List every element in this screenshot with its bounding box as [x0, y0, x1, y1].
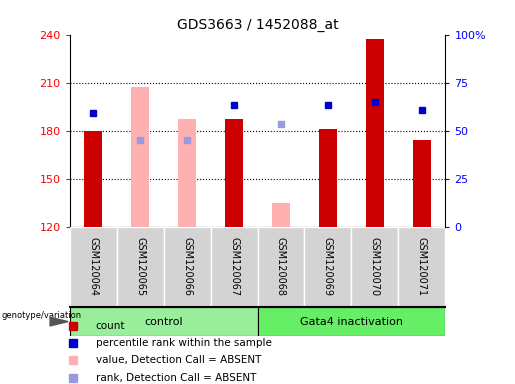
Text: percentile rank within the sample: percentile rank within the sample [96, 338, 271, 348]
Bar [352, 227, 399, 307]
Bar [116, 227, 164, 307]
Text: Gata4 inactivation: Gata4 inactivation [300, 316, 403, 327]
Text: GSM120069: GSM120069 [323, 237, 333, 296]
Text: rank, Detection Call = ABSENT: rank, Detection Call = ABSENT [96, 373, 256, 383]
Bar [70, 307, 258, 336]
Text: control: control [144, 316, 183, 327]
Bar [304, 227, 352, 307]
Bar [258, 307, 445, 336]
Bar [211, 227, 258, 307]
Bar [70, 227, 116, 307]
Text: GSM120064: GSM120064 [88, 237, 98, 296]
Bar [178, 119, 196, 227]
Bar [271, 203, 290, 227]
Text: value, Detection Call = ABSENT: value, Detection Call = ABSENT [96, 355, 261, 365]
Bar [258, 227, 304, 307]
Bar [83, 131, 102, 227]
Text: count: count [96, 321, 125, 331]
Bar [225, 119, 244, 227]
Text: GSM120068: GSM120068 [276, 237, 286, 296]
Text: GSM120066: GSM120066 [182, 237, 192, 296]
Polygon shape [50, 317, 68, 326]
Bar [131, 88, 149, 227]
Text: GSM120070: GSM120070 [370, 237, 380, 296]
Bar [413, 140, 432, 227]
Bar [164, 227, 211, 307]
Text: GSM120071: GSM120071 [417, 237, 427, 296]
Bar [366, 40, 384, 227]
Bar [319, 129, 337, 227]
Text: GSM120065: GSM120065 [135, 237, 145, 296]
Text: GSM120067: GSM120067 [229, 237, 239, 296]
Bar [399, 227, 445, 307]
Title: GDS3663 / 1452088_at: GDS3663 / 1452088_at [177, 18, 338, 32]
Text: genotype/variation: genotype/variation [2, 311, 81, 320]
